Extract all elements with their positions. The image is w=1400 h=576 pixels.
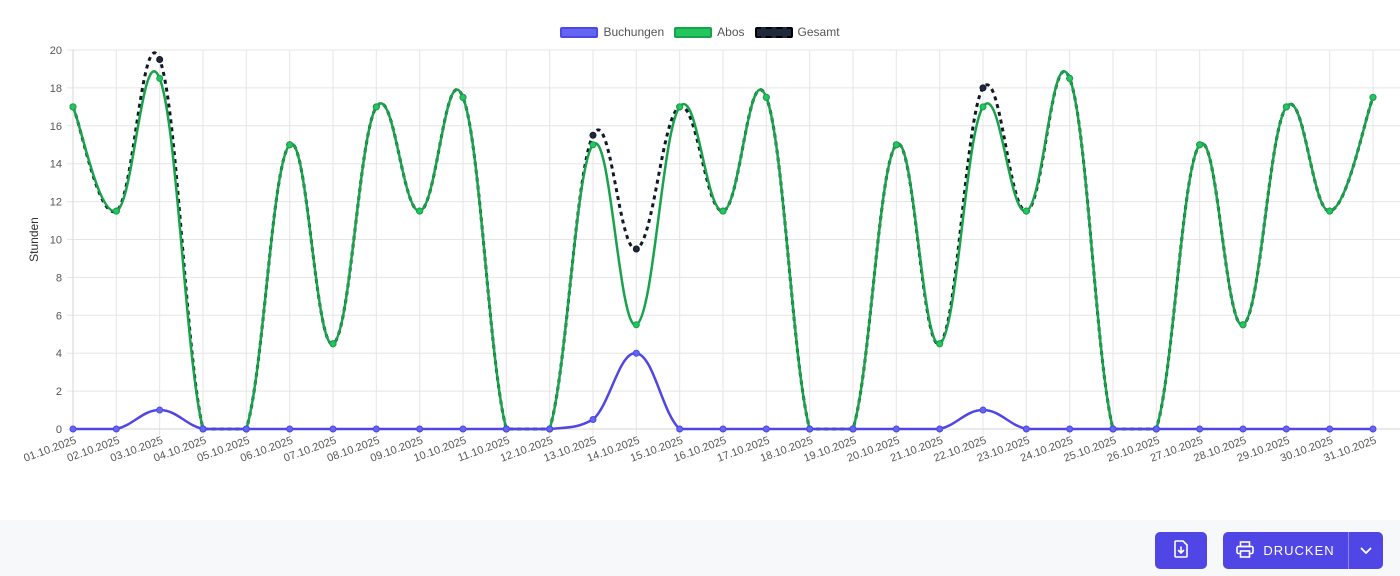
data-point-buchungen	[849, 425, 857, 433]
data-point-buchungen	[762, 425, 770, 433]
data-point-abos	[979, 103, 987, 111]
data-point-abos	[329, 340, 337, 348]
data-point-buchungen	[676, 425, 684, 433]
data-point-buchungen	[242, 425, 250, 433]
data-point-abos	[416, 207, 424, 215]
data-point-buchungen	[69, 425, 77, 433]
y-tick-label: 4	[56, 348, 62, 360]
data-point-abos	[1022, 207, 1030, 215]
y-axis-title: Stunden	[27, 217, 41, 262]
data-point-buchungen	[979, 406, 987, 414]
y-tick-label: 10	[50, 235, 62, 247]
data-point-buchungen	[1022, 425, 1030, 433]
data-point-buchungen	[546, 425, 554, 433]
data-point-abos	[719, 207, 727, 215]
legend-swatch	[674, 26, 713, 38]
data-point-abos	[286, 141, 294, 149]
data-point-buchungen	[632, 349, 640, 357]
data-point-buchungen	[156, 406, 164, 414]
data-point-abos	[1239, 321, 1247, 329]
data-point-buchungen	[1369, 425, 1377, 433]
y-tick-label: 6	[56, 310, 62, 322]
data-point-buchungen	[1066, 425, 1074, 433]
y-tick-label: 16	[50, 121, 62, 133]
data-point-buchungen	[1282, 425, 1290, 433]
y-tick-label: 14	[50, 159, 62, 171]
y-tick-label: 8	[56, 272, 62, 284]
data-point-buchungen	[112, 425, 120, 433]
legend-item-abos[interactable]: Abos	[674, 25, 745, 39]
data-point-buchungen	[719, 425, 727, 433]
data-point-abos	[1066, 74, 1074, 82]
chart-area: Buchungen Abos Gesamt 0 2 4 6 8 10 12 14 16 18 20 01.…	[0, 25, 1400, 465]
legend-label: Gesamt	[797, 25, 840, 39]
data-point-abos	[762, 93, 770, 101]
data-point-abos	[589, 141, 597, 149]
data-point-buchungen	[1326, 425, 1334, 433]
line-chart: 0246810121416182001.10.202502.10.202503.…	[22, 45, 1400, 465]
y-tick-label: 12	[50, 197, 62, 209]
data-point-abos	[936, 340, 944, 348]
data-point-buchungen	[936, 425, 944, 433]
data-point-buchungen	[1196, 425, 1204, 433]
printer-icon	[1236, 540, 1255, 561]
data-point-buchungen	[1109, 425, 1117, 433]
data-point-gesamt	[979, 84, 987, 92]
file-download-icon	[1173, 540, 1189, 561]
legend-item-buchungen[interactable]: Buchungen	[560, 25, 664, 39]
data-point-gesamt	[632, 245, 640, 253]
data-point-buchungen	[416, 425, 424, 433]
y-tick-label: 0	[56, 424, 62, 436]
legend-label: Abos	[717, 25, 745, 39]
footer-toolbar: DRUCKEN	[0, 520, 1400, 576]
data-point-abos	[632, 321, 640, 329]
data-point-buchungen	[1239, 425, 1247, 433]
data-point-gesamt	[589, 131, 597, 139]
data-point-buchungen	[806, 425, 814, 433]
data-point-abos	[372, 103, 380, 111]
y-tick-label: 18	[50, 83, 62, 95]
legend-item-gesamt[interactable]: Gesamt	[754, 25, 840, 39]
data-point-buchungen	[199, 425, 207, 433]
print-button[interactable]: DRUCKEN	[1223, 532, 1348, 569]
data-point-abos	[1196, 141, 1204, 149]
data-point-buchungen	[459, 425, 467, 433]
data-point-buchungen	[502, 425, 510, 433]
chart-legend: Buchungen Abos Gesamt	[0, 25, 1400, 39]
data-point-abos	[69, 103, 77, 111]
legend-label: Buchungen	[603, 25, 665, 39]
data-point-abos	[156, 74, 164, 82]
legend-swatch	[560, 26, 599, 38]
data-point-buchungen	[1152, 425, 1160, 433]
print-options-button[interactable]	[1348, 532, 1383, 569]
print-button-label: DRUCKEN	[1263, 543, 1335, 558]
data-point-buchungen	[372, 425, 380, 433]
data-point-abos	[892, 141, 900, 149]
data-point-buchungen	[892, 425, 900, 433]
chevron-down-icon	[1360, 543, 1372, 558]
data-point-buchungen	[589, 416, 597, 424]
data-point-abos	[112, 207, 120, 215]
y-tick-label: 2	[56, 386, 62, 398]
data-point-abos	[459, 93, 467, 101]
data-point-abos	[1282, 103, 1290, 111]
download-button[interactable]	[1155, 532, 1207, 569]
data-point-buchungen	[329, 425, 337, 433]
y-tick-label: 20	[50, 45, 62, 57]
data-point-abos	[676, 103, 684, 111]
legend-swatch	[754, 26, 793, 38]
data-point-abos	[1369, 93, 1377, 101]
data-point-gesamt	[156, 55, 164, 63]
data-point-buchungen	[286, 425, 294, 433]
data-point-abos	[1326, 207, 1334, 215]
